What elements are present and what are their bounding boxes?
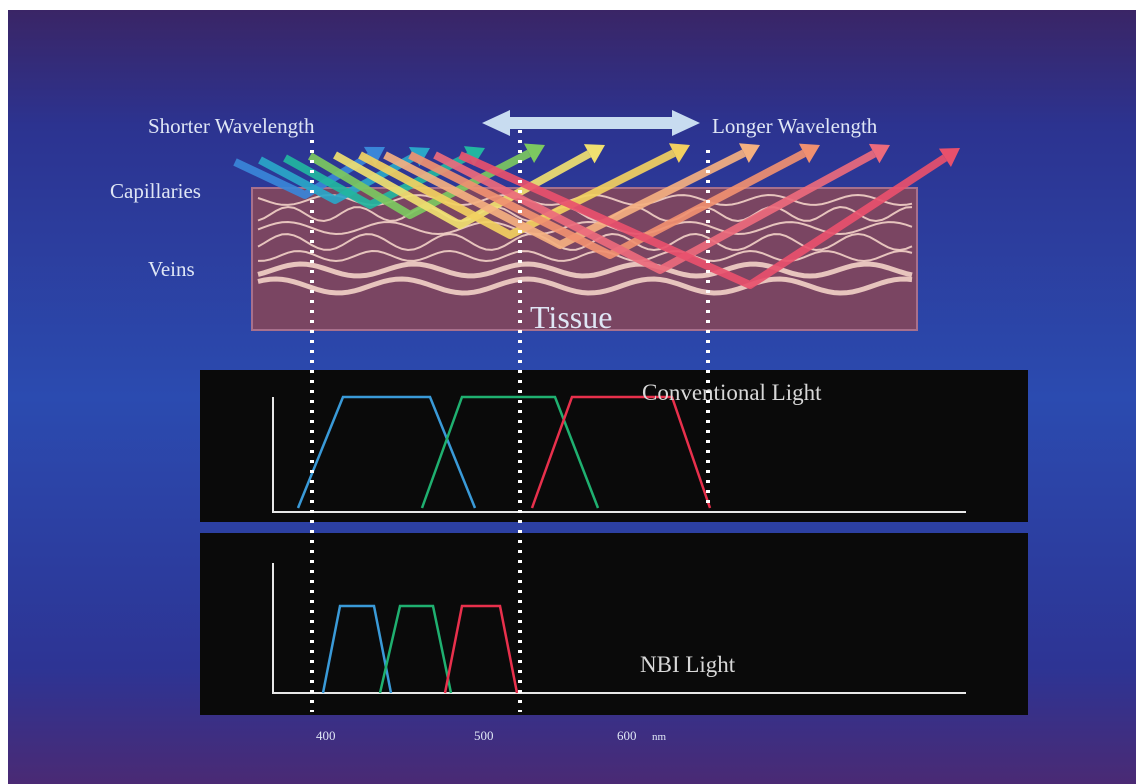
tissue-label: Tissue [530,299,612,335]
capillaries-label: Capillaries [110,179,201,203]
unit-label: nm [652,731,667,743]
tick-label: 400 [316,728,336,743]
veins-label: Veins [148,257,195,281]
diagram: Shorter Wavelength Longer Wavelength Cap… [0,0,1136,784]
nbi-label: NBI Light [640,652,736,677]
conventional-label: Conventional Light [642,380,822,405]
shorter-label: Shorter Wavelength [148,114,315,138]
tick-label: 600 [617,728,637,743]
longer-label: Longer Wavelength [712,114,878,138]
tick-label: 500 [474,728,494,743]
